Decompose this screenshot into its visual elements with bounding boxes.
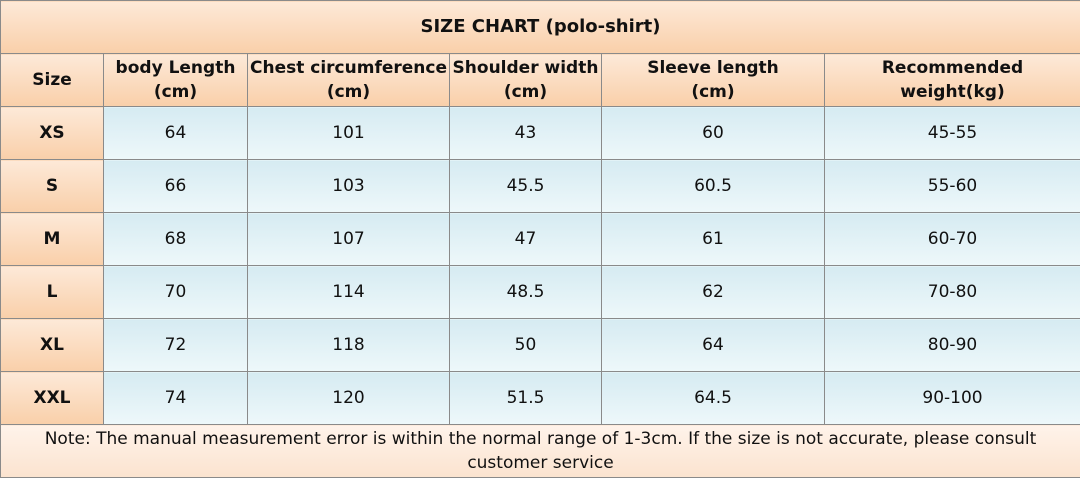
table-cell: 45.5 xyxy=(450,160,602,213)
table-cell: 70 xyxy=(104,266,248,319)
table-cell: 50 xyxy=(450,319,602,372)
column-header: body Length (cm) xyxy=(104,54,248,107)
table-cell: 103 xyxy=(248,160,450,213)
table-cell: 47 xyxy=(450,213,602,266)
table-cell: 101 xyxy=(248,107,450,160)
table-cell: 60 xyxy=(602,107,825,160)
column-header: Chest circumference (cm) xyxy=(248,54,450,107)
table-cell: 64 xyxy=(104,107,248,160)
table-cell: 55-60 xyxy=(825,160,1080,213)
column-header: Shoulder width (cm) xyxy=(450,54,602,107)
note: Note: The manual measurement error is wi… xyxy=(1,425,1080,478)
table-cell: 74 xyxy=(104,372,248,425)
table-cell: 66 xyxy=(104,160,248,213)
table-cell: 80-90 xyxy=(825,319,1080,372)
table-cell: 62 xyxy=(602,266,825,319)
size-label: XS xyxy=(1,107,104,160)
table-cell: 45-55 xyxy=(825,107,1080,160)
table-cell: 60-70 xyxy=(825,213,1080,266)
size-label: S xyxy=(1,160,104,213)
table-cell: 70-80 xyxy=(825,266,1080,319)
table-cell: 72 xyxy=(104,319,248,372)
table-cell: 60.5 xyxy=(602,160,825,213)
column-header: Size xyxy=(1,54,104,107)
table-cell: 107 xyxy=(248,213,450,266)
table-cell: 64 xyxy=(602,319,825,372)
table-cell: 120 xyxy=(248,372,450,425)
size-label: L xyxy=(1,266,104,319)
table-cell: 90-100 xyxy=(825,372,1080,425)
table-cell: 114 xyxy=(248,266,450,319)
note-row: Note: The manual measurement error is wi… xyxy=(1,425,1080,478)
table-cell: 68 xyxy=(104,213,248,266)
table-title: SIZE CHART (polo-shirt) xyxy=(1,1,1080,54)
size-label: XXL xyxy=(1,372,104,425)
table-cell: 64.5 xyxy=(602,372,825,425)
column-header: Sleeve length (cm) xyxy=(602,54,825,107)
size-label: M xyxy=(1,213,104,266)
table-cell: 51.5 xyxy=(450,372,602,425)
size-label: XL xyxy=(1,319,104,372)
table-cell: 43 xyxy=(450,107,602,160)
table-cell: 118 xyxy=(248,319,450,372)
table-cell: 48.5 xyxy=(450,266,602,319)
column-header: Recommended weight(kg) xyxy=(825,54,1080,107)
table-cell: 61 xyxy=(602,213,825,266)
